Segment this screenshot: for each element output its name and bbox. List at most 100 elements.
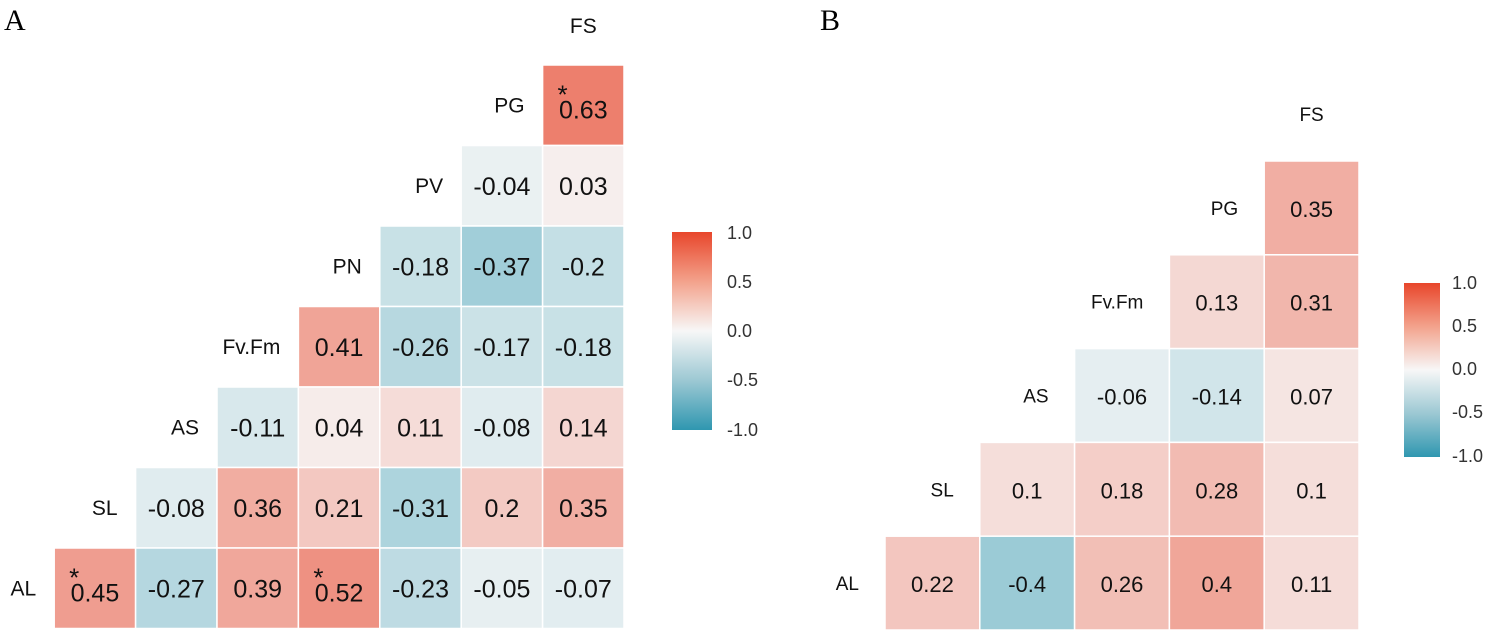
cell-value-label: 0.03 <box>559 173 608 201</box>
cell-value-label: 0.36 <box>233 495 282 523</box>
heatmap-cell <box>379 305 462 388</box>
cell-value-label: -0.23 <box>392 575 449 603</box>
cell-value-label: 0.07 <box>1290 385 1333 410</box>
heatmap-cell <box>1263 441 1360 537</box>
cell-value-label: 0.28 <box>1195 478 1238 503</box>
row-label-fvfm: Fv.Fm <box>222 336 280 359</box>
row-label-as: AS <box>1023 387 1048 408</box>
heatmap-cell <box>379 466 462 549</box>
legend-a-tick: 0.0 <box>727 321 752 341</box>
legend-a-tick: 0.5 <box>727 272 752 292</box>
row-label-as: AS <box>171 416 199 439</box>
heatmap-cell <box>884 535 981 631</box>
row-label-al: AL <box>11 577 37 600</box>
heatmap-cell <box>297 386 381 469</box>
legend-b-tick: -0.5 <box>1452 402 1483 422</box>
heatmap-cell <box>134 547 218 630</box>
cell-value-label: 0.52 <box>315 579 364 607</box>
cell-value-label: 0.45 <box>71 579 120 607</box>
cell-value-label: -0.4 <box>1008 572 1046 597</box>
cell-value-label: 0.1 <box>1296 478 1327 503</box>
cell-value-label: 0.35 <box>1290 197 1333 222</box>
cell-value-label: -0.26 <box>392 334 449 362</box>
cell-value-label: 0.39 <box>233 575 282 603</box>
heatmap-cell <box>979 535 1076 631</box>
cell-value-label: 0.2 <box>485 495 520 523</box>
heatmap-cell <box>460 547 544 630</box>
legend-a-tick: -0.5 <box>727 370 758 390</box>
cell-value-label: -0.04 <box>473 173 530 201</box>
legend-b-tick: 0.5 <box>1452 316 1477 336</box>
significance-star: * <box>558 79 568 109</box>
heatmap-cell <box>1263 160 1360 256</box>
significance-star: * <box>313 562 323 592</box>
cell-value-label: 0.31 <box>1290 291 1333 316</box>
cell-value-label: 0.18 <box>1101 478 1144 503</box>
cell-value-label: 0.26 <box>1101 572 1144 597</box>
panel-a-legend: 1.0 0.5 0.0 -0.5 -1.0 <box>672 223 758 440</box>
cell-value-label: 0.35 <box>559 495 608 523</box>
cell-value-label: -0.17 <box>473 334 530 362</box>
cell-value-label: 0.14 <box>559 414 608 442</box>
row-label-sl: SL <box>92 497 118 520</box>
heatmap-cell <box>1263 347 1360 444</box>
heatmap-cell <box>134 466 218 549</box>
row-label-fvfm: Fv.Fm <box>1091 293 1143 314</box>
cell-value-label: -0.11 <box>230 414 285 442</box>
heatmap-cell <box>541 305 625 388</box>
heatmap-cell <box>1168 347 1265 444</box>
row-label-sl: SL <box>931 480 954 501</box>
legend-b-tick: -1.0 <box>1452 446 1483 466</box>
cell-value-label: -0.07 <box>555 575 612 603</box>
heatmap-cell <box>53 547 137 630</box>
cell-value-label: -0.05 <box>473 575 530 603</box>
row-label-pn: PN <box>333 255 362 278</box>
heatmap-cell <box>216 547 300 630</box>
heatmap-cell <box>541 386 625 469</box>
heatmap-cell <box>1168 535 1265 631</box>
legend-a-tick: -1.0 <box>727 420 758 440</box>
cell-value-label: 0.4 <box>1202 572 1233 597</box>
heatmap-cell <box>541 64 625 147</box>
heatmap-cell <box>460 144 544 227</box>
cell-value-label: -0.08 <box>473 414 530 442</box>
heatmap-cell <box>1263 254 1360 350</box>
heatmap-cell <box>1168 254 1265 350</box>
cell-value-label: -0.08 <box>148 495 205 523</box>
heatmap-cell <box>1263 535 1360 631</box>
heatmap-cell <box>1073 441 1171 537</box>
cell-value-label: -0.31 <box>392 495 449 523</box>
heatmap-cell <box>1073 347 1171 444</box>
cell-value-label: -0.18 <box>392 253 449 281</box>
cell-value-label: -0.18 <box>555 334 612 362</box>
significance-star: * <box>69 562 79 592</box>
panel-a-letter: A <box>4 4 26 37</box>
cell-value-label: 0.11 <box>1291 572 1332 597</box>
heatmap-cell <box>216 466 300 549</box>
panel-b-letter: B <box>820 4 840 37</box>
cell-value-label: 0.21 <box>315 495 364 523</box>
cell-value-label: -0.27 <box>148 575 205 603</box>
panel-b-legend: 1.0 0.5 0.0 -0.5 -1.0 <box>1404 273 1483 466</box>
row-label-pg: PG <box>494 94 524 117</box>
row-label-pg: PG <box>1211 199 1238 220</box>
row-label-pv: PV <box>415 175 443 198</box>
legend-b-colorbar <box>1404 283 1440 457</box>
row-label-al: AL <box>836 574 859 595</box>
heatmap-cell <box>541 466 625 549</box>
cell-value-label: -0.14 <box>1192 385 1242 410</box>
cell-value-label: 0.11 <box>397 414 444 442</box>
legend-a-tick: 1.0 <box>727 223 752 243</box>
heatmap-cell <box>460 305 544 388</box>
heatmap-cell <box>379 547 462 630</box>
cell-value-label: 0.1 <box>1012 478 1043 503</box>
cell-value-label: 0.04 <box>315 414 364 442</box>
cell-value-label: 0.22 <box>911 572 954 597</box>
column-label-fs: FS <box>570 15 597 38</box>
legend-b-tick: 0.0 <box>1452 359 1477 379</box>
heatmap-cell <box>541 547 625 630</box>
legend-a-colorbar <box>672 232 712 430</box>
heatmap-cell <box>297 466 381 549</box>
cell-value-label: 0.63 <box>559 96 608 124</box>
